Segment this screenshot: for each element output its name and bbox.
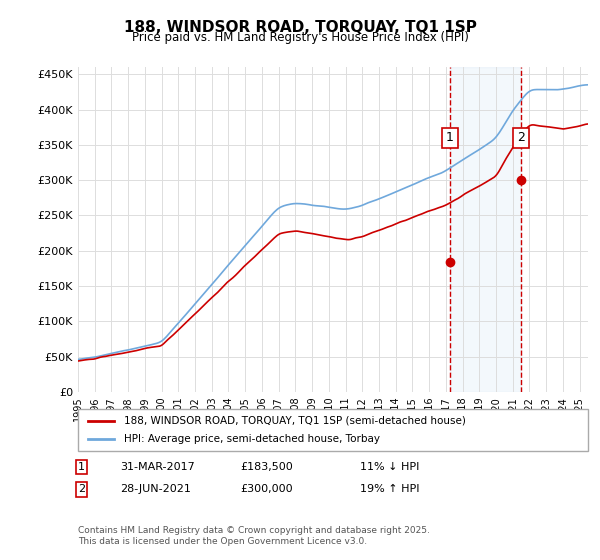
Text: 2: 2 xyxy=(517,131,525,144)
Text: 31-MAR-2017: 31-MAR-2017 xyxy=(120,462,195,472)
Text: 2: 2 xyxy=(78,484,85,494)
Text: 188, WINDSOR ROAD, TORQUAY, TQ1 1SP: 188, WINDSOR ROAD, TORQUAY, TQ1 1SP xyxy=(124,20,476,35)
Text: £300,000: £300,000 xyxy=(240,484,293,494)
Text: 11% ↓ HPI: 11% ↓ HPI xyxy=(360,462,419,472)
Text: 1: 1 xyxy=(446,131,454,144)
Text: £183,500: £183,500 xyxy=(240,462,293,472)
Text: HPI: Average price, semi-detached house, Torbay: HPI: Average price, semi-detached house,… xyxy=(124,434,380,444)
Text: 19% ↑ HPI: 19% ↑ HPI xyxy=(360,484,419,494)
Text: 1: 1 xyxy=(78,462,85,472)
Bar xyxy=(450,67,521,392)
Text: 28-JUN-2021: 28-JUN-2021 xyxy=(120,484,191,494)
Text: Contains HM Land Registry data © Crown copyright and database right 2025.
This d: Contains HM Land Registry data © Crown c… xyxy=(78,526,430,546)
Text: Price paid vs. HM Land Registry's House Price Index (HPI): Price paid vs. HM Land Registry's House … xyxy=(131,31,469,44)
FancyBboxPatch shape xyxy=(78,409,588,451)
Text: 188, WINDSOR ROAD, TORQUAY, TQ1 1SP (semi-detached house): 188, WINDSOR ROAD, TORQUAY, TQ1 1SP (sem… xyxy=(124,416,466,426)
